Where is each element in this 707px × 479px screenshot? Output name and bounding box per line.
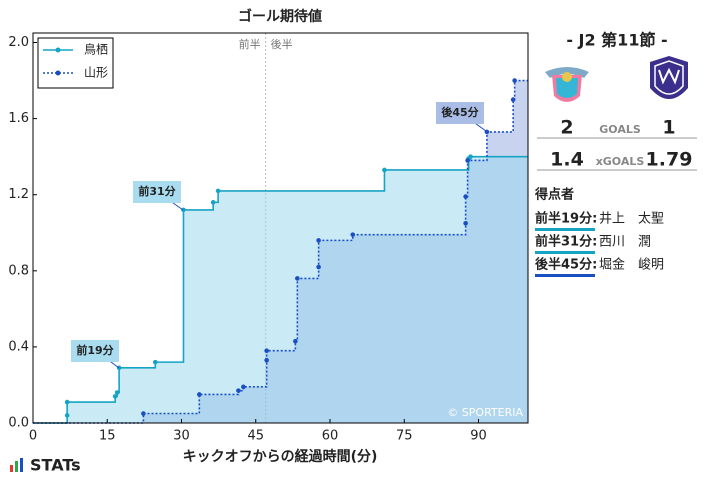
point xyxy=(241,384,246,390)
xg-label: xGOALS xyxy=(596,155,645,168)
point xyxy=(197,392,202,397)
x-tick-label: 30 xyxy=(173,429,190,444)
point xyxy=(316,264,321,270)
point xyxy=(215,188,221,194)
point xyxy=(316,238,321,243)
match-panel: - J2 第11節 - 2 GOALS 1 1.4 xGOALS 1.79 得点… xyxy=(534,31,697,203)
home-logo xyxy=(545,67,589,102)
point xyxy=(465,158,470,163)
point xyxy=(264,357,269,363)
home-goals: 2 xyxy=(560,117,573,139)
y-tick-label: 1.2 xyxy=(8,187,29,202)
scorer-underline xyxy=(535,274,595,277)
x-tick-label: 0 xyxy=(29,429,37,444)
x-tick-label: 15 xyxy=(99,429,116,444)
annotation-box xyxy=(436,102,484,124)
scorer-time: 後半45分: xyxy=(535,257,597,273)
home-xg: 1.4 xyxy=(550,149,584,171)
y-tick-label: 0.0 xyxy=(8,416,29,431)
plot-frame xyxy=(32,32,529,424)
goals-label: GOALS xyxy=(599,123,641,136)
point xyxy=(463,194,468,199)
annotation-box xyxy=(133,181,181,203)
point xyxy=(112,394,118,399)
point xyxy=(293,338,298,344)
x-tick-label: 60 xyxy=(322,429,339,444)
point xyxy=(210,200,216,205)
scorer-time: 前半31分: xyxy=(535,234,597,250)
point xyxy=(64,399,70,405)
legend-marker xyxy=(55,47,61,53)
point xyxy=(264,348,269,354)
halftime-label: 後半 xyxy=(271,37,293,51)
legend-box xyxy=(37,37,114,89)
annotation-box xyxy=(71,340,119,362)
away-logo xyxy=(650,56,688,99)
x-axis-label: キックオフからの経過時間(分) xyxy=(183,448,378,465)
point xyxy=(463,220,468,226)
point xyxy=(382,167,387,173)
legend-label: 山形 xyxy=(84,66,108,80)
annotation: 前31分 xyxy=(138,184,175,198)
credit: © SPORTERIA xyxy=(447,406,523,419)
y-tick-label: 0.4 xyxy=(8,339,29,354)
legend-label: 鳥栖 xyxy=(84,42,108,57)
annotation: 前19分 xyxy=(76,343,113,357)
area xyxy=(33,156,528,423)
brand-text: STATs xyxy=(30,456,81,475)
point xyxy=(64,413,70,418)
chart-title: ゴール期待値 xyxy=(238,8,322,25)
point xyxy=(510,97,516,102)
x-tick-label: 75 xyxy=(396,429,413,444)
point xyxy=(468,154,473,159)
scorer-time: 前半19分: xyxy=(535,211,597,227)
step-line xyxy=(33,155,528,424)
point xyxy=(236,388,241,393)
scorer-underline xyxy=(535,251,595,254)
point xyxy=(116,365,122,371)
point xyxy=(114,390,120,395)
y-tick-label: 2.0 xyxy=(8,35,29,50)
x-tick-label: 90 xyxy=(470,429,487,444)
x-tick-label: 45 xyxy=(247,429,264,444)
scorer-name: 西川 潤 xyxy=(599,235,651,250)
point xyxy=(141,411,146,416)
annotation: 後45分 xyxy=(441,105,478,119)
point xyxy=(512,78,517,83)
brand: STATs xyxy=(10,456,81,475)
halftime-label: 前半 xyxy=(239,37,261,51)
legend-marker xyxy=(55,70,61,76)
point xyxy=(350,232,356,237)
scorers-title: 得点者 xyxy=(534,187,574,203)
scorer-name: 井上 太聖 xyxy=(599,212,664,227)
point xyxy=(295,276,300,281)
away-goals: 1 xyxy=(662,117,675,139)
point xyxy=(181,207,186,213)
point xyxy=(152,359,158,365)
away-xg: 1.79 xyxy=(646,149,693,171)
scorer-underline xyxy=(535,228,595,231)
y-tick-label: 0.8 xyxy=(8,263,29,278)
scorer-name: 堀金 峻明 xyxy=(599,257,664,273)
heading: - J2 第11節 - xyxy=(566,31,667,50)
y-tick-label: 1.6 xyxy=(8,111,29,126)
